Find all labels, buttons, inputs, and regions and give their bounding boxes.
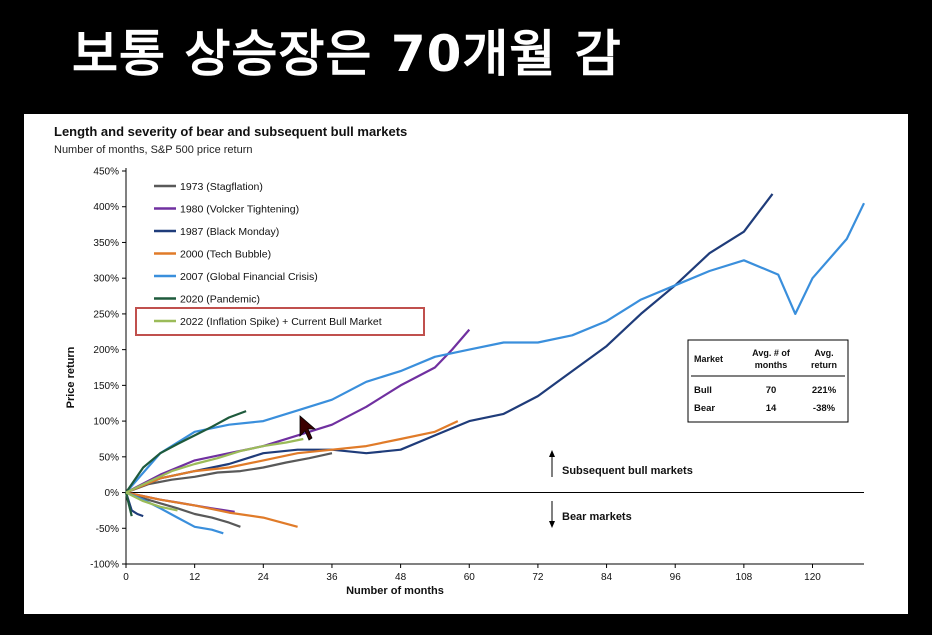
x-tick-label: 12 [189, 572, 201, 583]
x-tick-label: 84 [601, 572, 613, 583]
legend-label-4: 2007 (Global Financial Crisis) [180, 271, 318, 283]
annotations: Subsequent bull markets Bear markets [299, 415, 693, 528]
legend-highlight-box [135, 307, 425, 336]
y-tick-label: -50% [96, 524, 119, 535]
legend-label-6: 2022 (Inflation Spike) + Current Bull Ma… [180, 316, 382, 328]
y-tick-label: 100% [93, 417, 119, 428]
y-tick-label: 300% [93, 274, 119, 285]
axes-layer: -100% -50% 0% 50% 100% 150% 200% 250% 300% 350% 40… [65, 167, 864, 597]
table-cell-1-1: 14 [766, 403, 777, 414]
series-bull-line-1 [125, 328, 471, 494]
legend-label-2: 1987 (Black Monday) [180, 226, 279, 238]
y-tick-label: 450% [93, 167, 119, 178]
series-bull-line-6 [125, 437, 304, 494]
y-tick-label: 0% [105, 488, 120, 499]
x-tick-label: 120 [804, 572, 821, 583]
x-tick-label: 0 [123, 572, 129, 583]
table-cell-0-2: 221% [812, 385, 837, 396]
series-bear-line-4 [125, 491, 224, 535]
y-tick-label: -100% [90, 560, 119, 571]
y-tick-label: 250% [93, 309, 119, 320]
annotation-bear: Bear markets [562, 511, 632, 523]
chart-svg: -100% -50% 0% 50% 100% 150% 200% 250% 300% 350% 40… [65, 167, 865, 597]
headline: 보통 상승장은 70개월 감 [72, 25, 622, 83]
y-tick-label: 200% [93, 345, 119, 356]
x-tick-label: 48 [395, 572, 407, 583]
series-bear-line-6 [125, 491, 178, 512]
x-tick-label: 36 [326, 572, 338, 583]
chart-title: Length and severity of bear and subseque… [54, 124, 408, 139]
bull-arrow-head [549, 450, 555, 457]
annotation-bull: Subsequent bull markets [562, 465, 693, 477]
x-tick-label: 108 [736, 572, 753, 583]
legend-label-3: 2000 (Tech Bubble) [180, 249, 271, 261]
x-axis-label: Number of months [346, 585, 444, 597]
series-bear-line-0 [125, 491, 241, 528]
summary-table: Market Avg. # of months Avg. return Bull 70 221… [687, 339, 849, 423]
table-header-2: Avg. return [811, 348, 837, 370]
series-bull-line-2 [125, 193, 774, 494]
y-tick-label: 150% [93, 381, 119, 392]
table-cell-1-0: Bear [694, 403, 715, 414]
series-bull-line-4 [125, 202, 865, 494]
series-bear-line-3 [125, 491, 298, 528]
series-bull-line-3 [125, 420, 459, 494]
bear-arrow-head [549, 521, 555, 528]
chart-panel: Length and severity of bear and subseque… [24, 114, 908, 614]
table-header-1: Avg. # of months [752, 348, 791, 370]
x-tick-label: 60 [464, 572, 476, 583]
x-tick-label: 96 [670, 572, 682, 583]
table-header-0: Market [694, 354, 723, 364]
legend-label-5: 2020 (Pandemic) [180, 294, 260, 306]
y-axis-label: Price return [65, 346, 77, 408]
series-bull-line-5 [125, 410, 247, 494]
y-tick-label: 50% [99, 452, 119, 463]
table-cell-0-0: Bull [694, 385, 712, 396]
table-cell-1-2: -38% [813, 403, 836, 414]
y-tick-label: 400% [93, 202, 119, 213]
legend-label-0: 1973 (Stagflation) [180, 181, 263, 193]
chart-subtitle: Number of months, S&P 500 price return [54, 144, 253, 156]
series-bull-line-0 [125, 452, 333, 494]
table-frame [687, 339, 849, 423]
legend: 1973 (Stagflation) 1980 (Volcker Tighteni… [135, 181, 425, 336]
cursor-arrow-icon [299, 415, 317, 441]
y-tick-label: 350% [93, 238, 119, 249]
legend-label-1: 1980 (Volcker Tightening) [180, 204, 299, 216]
x-tick-label: 24 [258, 572, 270, 583]
x-tick-label: 72 [532, 572, 544, 583]
table-cell-0-1: 70 [766, 385, 777, 396]
series-bear-line-5 [124, 492, 133, 517]
series-layer [124, 193, 865, 535]
